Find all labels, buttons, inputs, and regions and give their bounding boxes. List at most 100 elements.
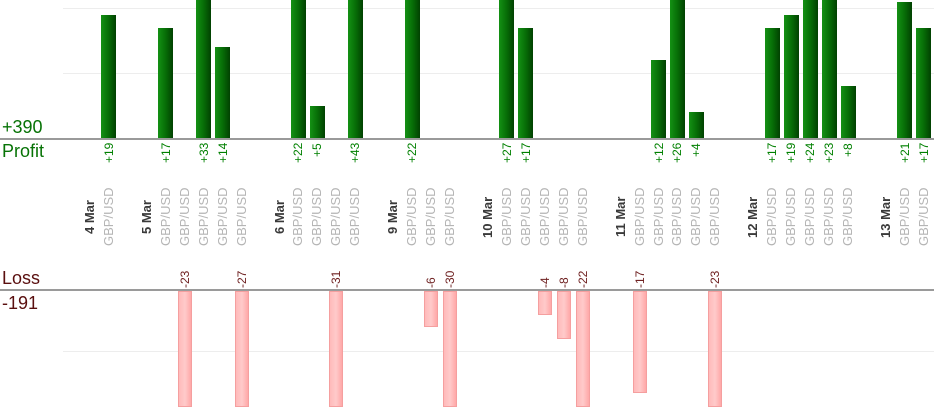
profit-bar (764, 27, 780, 138)
loss-bar (234, 291, 249, 407)
profit-bar (802, 0, 818, 138)
loss-bar (632, 291, 647, 393)
profit-value-label: +8 (841, 143, 855, 157)
profit-bar (688, 112, 704, 138)
profit-value-label: +17 (765, 143, 780, 164)
symbol-label: GBP/USD (574, 187, 590, 247)
date-label: 12 Mar (745, 196, 761, 238)
loss-bar (537, 291, 552, 315)
profit-bar (215, 47, 231, 138)
symbol-label: GBP/USD (840, 187, 855, 247)
profit-value-label: +26 (670, 143, 685, 164)
loss-bar (177, 291, 192, 407)
symbol-label: GBP/USD (915, 187, 931, 247)
symbol-label: GBP/USD (821, 187, 837, 247)
loss-bar (443, 291, 458, 407)
profit-value-label: +27 (499, 143, 514, 164)
profit-value-label: +43 (348, 143, 363, 164)
symbol-label: GBP/USD (536, 187, 552, 247)
loss-value-label: -17 (632, 270, 647, 288)
loss-bar (424, 291, 439, 327)
date-label: 5 Mar (138, 200, 154, 234)
symbol-label: GBP/USD (498, 187, 514, 247)
symbol-label: GBP/USD (896, 187, 912, 247)
profit-value-label: +33 (196, 143, 211, 164)
date-label: 4 Mar (82, 200, 97, 234)
profit-value-label: +22 (291, 143, 306, 164)
loss-bar (708, 291, 723, 407)
loss-value-label: -23 (708, 270, 723, 288)
symbol-label: GBP/USD (423, 187, 439, 247)
symbol-label: GBP/USD (290, 187, 306, 247)
symbol-label: GBP/USD (347, 187, 363, 247)
profit-bar (290, 0, 306, 138)
profit-bar (158, 27, 174, 138)
profit-bar (101, 14, 117, 138)
loss-value-label: -8 (556, 277, 571, 288)
loss-bar (329, 291, 344, 407)
profit-value-label: +19 (101, 143, 116, 164)
symbol-label: GBP/USD (442, 187, 458, 247)
gridline-plus-10 (63, 73, 934, 74)
symbol-label: GBP/USD (100, 187, 116, 247)
symbol-label: GBP/USD (517, 187, 533, 247)
symbol-label: GBP/USD (764, 187, 780, 247)
profit-bar (821, 0, 837, 138)
profit-value-label: +24 (803, 143, 818, 164)
profit-bar (347, 0, 363, 138)
profit-value-label: +17 (916, 143, 931, 164)
profit-bar (840, 86, 856, 138)
profit-bar (669, 0, 685, 138)
loss-value-label: -31 (329, 270, 344, 288)
loss-value-label: -30 (443, 270, 458, 288)
symbol-label: GBP/USD (195, 187, 211, 247)
date-label: 9 Mar (385, 200, 401, 234)
loss-bar (556, 291, 571, 339)
date-label: 13 Mar (877, 196, 893, 238)
symbol-label: GBP/USD (404, 187, 420, 247)
profit-baseline (0, 138, 934, 140)
profit-value-label: +19 (784, 143, 799, 164)
profit-value-label: +5 (310, 143, 325, 157)
profit-value-label: +17 (518, 143, 533, 164)
loss-value-label: -22 (575, 270, 590, 288)
symbol-label: GBP/USD (309, 187, 325, 247)
symbol-label: GBP/USD (669, 187, 685, 247)
profit-bar (651, 60, 666, 138)
loss-value-label: -27 (234, 270, 249, 288)
profit-value-label: +14 (215, 143, 230, 164)
profit-value-label: +12 (651, 143, 666, 164)
profit-bar (897, 1, 913, 138)
profit-bar (309, 105, 325, 138)
symbol-label: GBP/USD (707, 187, 723, 247)
gridline-plus-20 (63, 8, 934, 9)
symbol-label: GBP/USD (555, 187, 571, 247)
loss-value-label: -4 (537, 277, 552, 288)
profit-bar (783, 14, 799, 138)
loss-axis-title: Loss (2, 268, 41, 288)
date-label: 6 Mar (271, 200, 287, 234)
loss-baseline (0, 289, 934, 291)
loss-total: -191 (2, 293, 39, 313)
profit-bar (404, 0, 420, 138)
profit-axis-title: Profit (2, 141, 45, 161)
profit-value-label: +21 (897, 143, 912, 164)
profit-total: +390 (2, 117, 43, 137)
gridline-minus-10 (63, 351, 934, 352)
profit-value-label: +23 (822, 143, 837, 164)
symbol-label: GBP/USD (650, 187, 666, 247)
symbol-label: GBP/USD (783, 187, 799, 247)
profit-bar (518, 27, 534, 138)
symbol-label: GBP/USD (802, 187, 818, 247)
symbol-label: GBP/USD (157, 187, 173, 247)
profit-value-label: +22 (405, 143, 420, 164)
symbol-label: GBP/USD (328, 187, 344, 247)
symbol-label: GBP/USD (688, 187, 704, 247)
symbol-label: GBP/USD (631, 187, 647, 247)
symbol-label: GBP/USD (176, 187, 192, 247)
profit-value-label: +17 (158, 143, 173, 164)
loss-value-label: -6 (424, 277, 439, 288)
profit-bar (499, 0, 515, 138)
